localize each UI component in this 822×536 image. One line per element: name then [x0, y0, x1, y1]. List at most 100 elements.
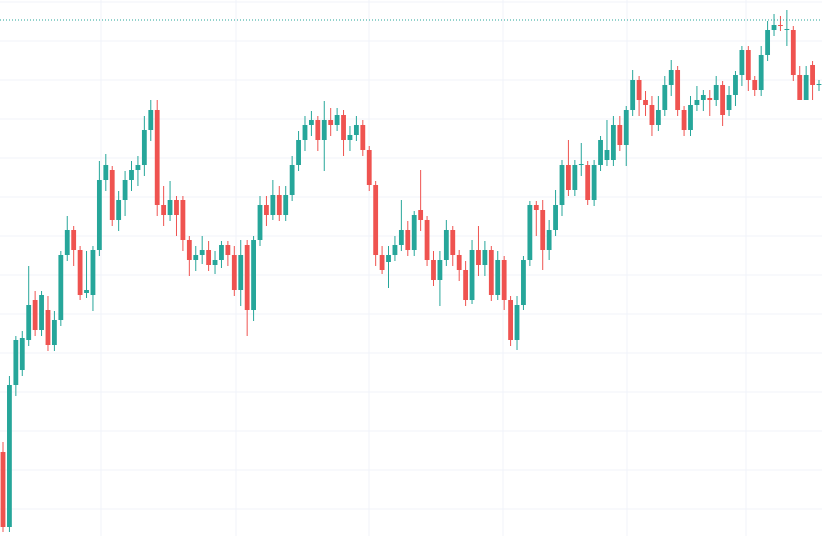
candle-body: [707, 98, 713, 100]
candle-body: [392, 245, 398, 255]
candle-body: [405, 230, 411, 250]
candle-body: [681, 110, 687, 130]
candle-body: [238, 255, 244, 290]
candle-body: [456, 255, 462, 270]
candle-body: [199, 250, 205, 255]
candle-body: [643, 100, 648, 105]
candle-body: [688, 105, 693, 130]
candle-body: [668, 70, 674, 85]
candle-body: [315, 120, 321, 140]
candle-body: [58, 255, 64, 320]
candle-body: [257, 205, 263, 240]
candle-body: [135, 165, 141, 170]
candle-body: [463, 270, 469, 300]
candle-body: [96, 180, 102, 250]
candle-body: [141, 130, 147, 165]
candle-body: [431, 260, 436, 280]
candle-body: [533, 205, 539, 210]
candle-body: [816, 84, 822, 85]
candle-body: [334, 115, 340, 125]
candle-body: [122, 180, 128, 200]
candle-body: [26, 305, 32, 340]
candle-body: [212, 260, 218, 265]
candle-body: [366, 150, 372, 185]
candle-body: [161, 205, 167, 215]
candle-body: [623, 110, 629, 145]
candle-body: [0, 452, 6, 527]
candle-body: [797, 75, 803, 100]
candle-body: [803, 75, 809, 100]
candle-body: [411, 215, 417, 250]
candle-body: [598, 140, 603, 165]
candle-body: [154, 110, 160, 205]
candle-body: [167, 200, 173, 215]
candle-body: [19, 338, 25, 370]
candle-body: [790, 30, 796, 75]
candle-body: [508, 300, 513, 340]
candle-body: [752, 80, 758, 90]
candle-body: [617, 125, 623, 145]
candle-body: [514, 305, 520, 340]
candle-body: [521, 260, 526, 305]
candle-body: [553, 205, 558, 230]
candle-body: [700, 95, 706, 100]
candle-body: [771, 25, 777, 30]
candle-body: [662, 85, 668, 110]
candle-body: [64, 230, 70, 255]
candle-body: [129, 170, 134, 180]
candle-body: [495, 260, 501, 295]
candle-body: [32, 300, 38, 330]
candle-body: [309, 120, 314, 125]
candle-body: [103, 165, 109, 180]
candle-body: [765, 30, 771, 55]
candle-body: [353, 125, 359, 135]
candle-body: [501, 260, 507, 300]
candle-body: [77, 250, 83, 295]
candle-body: [270, 195, 276, 215]
candle-body: [476, 250, 481, 265]
candle-body: [604, 150, 610, 160]
candle-body: [186, 240, 192, 260]
candle-body: [193, 255, 199, 260]
candle-body: [180, 200, 186, 240]
candle-body: [810, 65, 815, 85]
candle-body: [109, 170, 115, 220]
candle-body: [572, 165, 578, 190]
candle-body: [424, 220, 430, 260]
candle-body: [778, 25, 783, 26]
candle-body: [71, 230, 77, 250]
candle-body: [566, 165, 571, 190]
candle-body: [733, 75, 738, 95]
candle-body: [296, 140, 301, 165]
candle-body: [655, 110, 661, 125]
candle-body: [7, 385, 12, 527]
candle-body: [251, 240, 256, 310]
candle-body: [231, 255, 237, 290]
candle-body: [289, 165, 295, 195]
candle-body: [283, 195, 289, 215]
candle-body: [482, 250, 488, 265]
candle-body: [726, 95, 732, 110]
candle-body: [546, 230, 552, 250]
candle-body: [328, 120, 334, 125]
candle-body: [373, 185, 379, 255]
candle-body: [450, 230, 456, 255]
candle-body: [39, 295, 44, 330]
candle-body: [51, 320, 57, 345]
candle-body: [745, 50, 751, 80]
candle-body: [540, 210, 546, 250]
candle-body: [527, 205, 533, 260]
candle-body: [90, 250, 96, 295]
candle-body: [585, 165, 591, 200]
candle-body: [174, 200, 179, 215]
candle-body: [578, 164, 584, 165]
candle-body: [630, 80, 636, 110]
candle-body: [321, 120, 327, 140]
candle-body: [13, 340, 19, 385]
candle-body: [739, 50, 745, 75]
candle-body: [437, 260, 443, 280]
candle-body: [116, 200, 122, 220]
candle-body: [360, 125, 366, 150]
candle-body: [418, 210, 424, 220]
